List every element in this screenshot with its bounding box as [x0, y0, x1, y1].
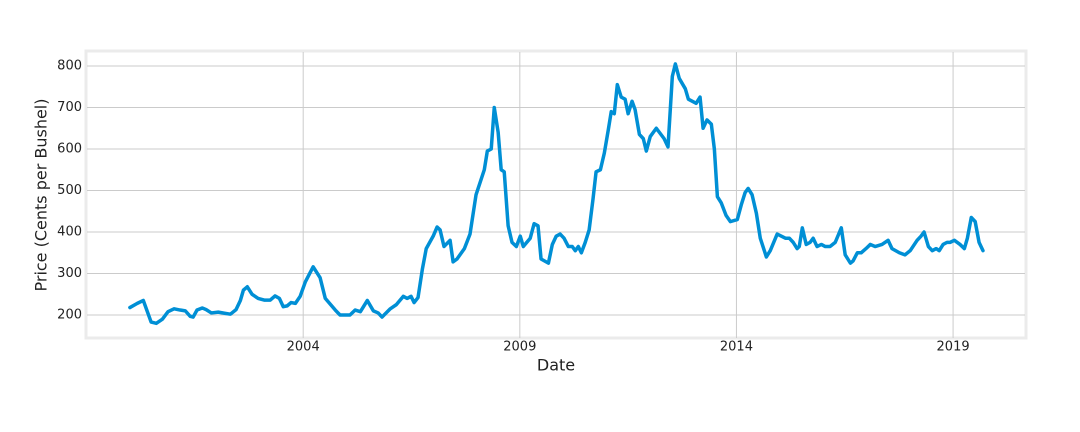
- y-tick-label: 800: [57, 58, 82, 73]
- y-axis-label: Price (Cents per Bushel): [32, 99, 51, 292]
- x-tick-label: 2019: [937, 340, 970, 355]
- x-tick-label: 2009: [503, 340, 536, 355]
- x-tick-label: 2014: [720, 340, 753, 355]
- y-tick-label: 400: [57, 225, 82, 240]
- y-tick-label: 600: [57, 141, 82, 156]
- price-line: [128, 62, 985, 326]
- x-tick-label: 2004: [287, 340, 320, 355]
- y-tick-label: 700: [57, 100, 82, 115]
- y-tick-label: 300: [57, 266, 82, 281]
- y-tick-label: 200: [57, 308, 82, 323]
- y-tick-label: 500: [57, 183, 82, 198]
- plot-frame: [84, 49, 1028, 340]
- x-axis-label: Date: [537, 356, 575, 375]
